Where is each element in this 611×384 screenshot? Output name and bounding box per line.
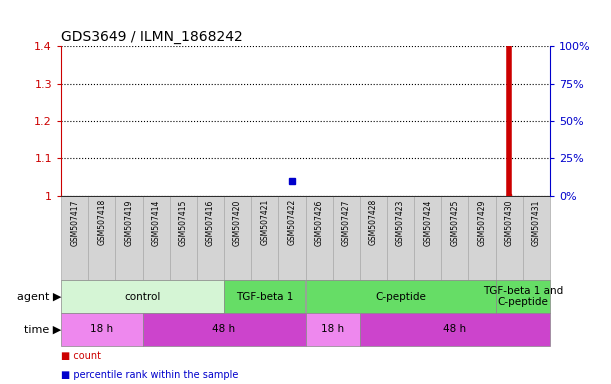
Bar <box>332 196 360 280</box>
Text: GSM507426: GSM507426 <box>315 199 324 246</box>
Text: ■ percentile rank within the sample: ■ percentile rank within the sample <box>61 370 238 380</box>
Text: 48 h: 48 h <box>444 324 466 334</box>
Text: ■ count: ■ count <box>61 351 101 361</box>
Bar <box>306 280 496 313</box>
Text: GSM507422: GSM507422 <box>287 199 296 245</box>
Bar <box>251 196 279 280</box>
Text: GSM507431: GSM507431 <box>532 199 541 246</box>
Text: GSM507424: GSM507424 <box>423 199 432 246</box>
Bar <box>496 196 523 280</box>
Text: control: control <box>125 291 161 302</box>
Text: GDS3649 / ILMN_1868242: GDS3649 / ILMN_1868242 <box>61 30 243 44</box>
Bar <box>61 196 88 280</box>
Bar <box>61 313 142 346</box>
Bar <box>197 196 224 280</box>
Text: TGF-beta 1 and
C-peptide: TGF-beta 1 and C-peptide <box>483 286 563 308</box>
Bar <box>88 196 115 280</box>
Text: GSM507417: GSM507417 <box>70 199 79 246</box>
Text: agent ▶: agent ▶ <box>16 291 61 302</box>
Bar <box>142 313 306 346</box>
Bar <box>306 196 332 280</box>
Bar <box>441 196 469 280</box>
Bar <box>142 196 170 280</box>
Bar <box>414 196 441 280</box>
Text: GSM507415: GSM507415 <box>179 199 188 246</box>
Bar <box>279 196 306 280</box>
Bar <box>61 280 224 313</box>
Text: TGF-beta 1: TGF-beta 1 <box>236 291 293 302</box>
Bar <box>224 280 306 313</box>
Bar <box>306 313 360 346</box>
Text: GSM507428: GSM507428 <box>369 199 378 245</box>
Bar <box>496 280 550 313</box>
Bar <box>360 313 550 346</box>
Text: GSM507418: GSM507418 <box>97 199 106 245</box>
Text: GSM507419: GSM507419 <box>125 199 133 246</box>
Bar <box>387 196 414 280</box>
Bar <box>170 196 197 280</box>
Text: GSM507421: GSM507421 <box>260 199 269 245</box>
Bar <box>360 196 387 280</box>
Bar <box>115 196 142 280</box>
Text: GSM507416: GSM507416 <box>206 199 215 246</box>
Text: time ▶: time ▶ <box>24 324 61 334</box>
Text: GSM507420: GSM507420 <box>233 199 242 246</box>
Text: GSM507423: GSM507423 <box>396 199 405 246</box>
Bar <box>469 196 496 280</box>
Text: GSM507425: GSM507425 <box>450 199 459 246</box>
Text: GSM507430: GSM507430 <box>505 199 514 246</box>
Text: GSM507414: GSM507414 <box>152 199 161 246</box>
Text: 18 h: 18 h <box>321 324 344 334</box>
Text: 48 h: 48 h <box>213 324 236 334</box>
Bar <box>523 196 550 280</box>
Bar <box>224 196 251 280</box>
Text: C-peptide: C-peptide <box>375 291 426 302</box>
Text: 18 h: 18 h <box>90 324 114 334</box>
Text: GSM507429: GSM507429 <box>478 199 486 246</box>
Text: GSM507427: GSM507427 <box>342 199 351 246</box>
